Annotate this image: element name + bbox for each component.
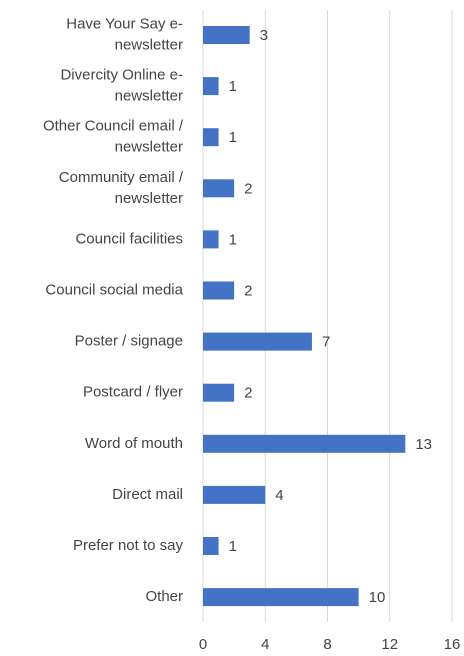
bar	[203, 332, 312, 351]
value-label: 2	[244, 282, 252, 299]
y-tick-label-line: Poster / signage	[75, 333, 183, 350]
y-tick-label-line: Word of mouth	[85, 435, 183, 452]
y-tick-label-line: Prefer not to say	[73, 537, 184, 554]
value-label: 10	[369, 589, 386, 606]
bar	[203, 485, 266, 504]
y-tick-label-line: Other	[145, 588, 183, 605]
y-tick-label-line: Have Your Say e-	[66, 15, 183, 32]
x-tick-label: 12	[381, 636, 398, 653]
y-tick-label: Council facilities	[75, 230, 183, 247]
value-label: 7	[322, 334, 330, 351]
y-tick-label-line: newsletter	[115, 190, 183, 207]
y-tick-label: Council social media	[45, 281, 183, 298]
y-tick-label-line: Council facilities	[75, 230, 183, 247]
y-tick-label: Word of mouth	[85, 435, 183, 452]
x-tick-label: 4	[261, 636, 269, 653]
bar	[203, 537, 219, 555]
y-tick-label-line: newsletter	[115, 88, 183, 105]
value-label: 2	[244, 180, 252, 197]
y-tick-label: Divercity Online e-newsletter	[60, 67, 183, 105]
x-tick-label: 16	[444, 636, 461, 653]
y-tick-label-line: Council social media	[45, 281, 183, 298]
bar	[203, 588, 359, 607]
y-tick-label-line: Community email /	[59, 169, 184, 186]
y-tick-label: Other Council email / newsletter	[43, 118, 184, 156]
value-label: 2	[244, 385, 252, 402]
bar	[203, 128, 219, 147]
bar	[203, 281, 235, 300]
y-tick-label-line: Divercity Online e-	[60, 67, 183, 84]
y-tick-label-line: newsletter	[115, 36, 183, 53]
value-label: 1	[229, 78, 237, 95]
bar	[203, 383, 235, 402]
x-tick-label: 0	[199, 636, 207, 653]
y-tick-label: Have Your Say e-newsletter	[66, 15, 183, 53]
y-tick-label: Other	[145, 588, 183, 605]
value-label: 4	[275, 487, 283, 504]
y-tick-label-line: Postcard / flyer	[83, 384, 183, 401]
y-tick-label: Poster / signage	[75, 333, 183, 350]
bar	[203, 434, 406, 453]
bar	[203, 26, 250, 44]
y-tick-label: Community email / newsletter	[59, 169, 184, 207]
value-label: 1	[229, 129, 237, 146]
y-tick-label-line: Direct mail	[112, 486, 183, 503]
x-tick-label: 8	[323, 636, 331, 653]
value-label: 3	[260, 27, 268, 44]
y-tick-label-line: newsletter	[115, 139, 183, 156]
bar	[203, 77, 219, 96]
y-tick-label-line: Other Council email /	[43, 118, 184, 135]
value-label: 1	[229, 231, 237, 248]
y-tick-label: Direct mail	[112, 486, 183, 503]
value-label: 13	[415, 436, 432, 453]
bar	[203, 230, 219, 249]
y-tick-label: Prefer not to say	[73, 537, 184, 554]
value-label: 1	[229, 538, 237, 555]
bar	[203, 179, 235, 198]
y-tick-label: Postcard / flyer	[83, 384, 183, 401]
